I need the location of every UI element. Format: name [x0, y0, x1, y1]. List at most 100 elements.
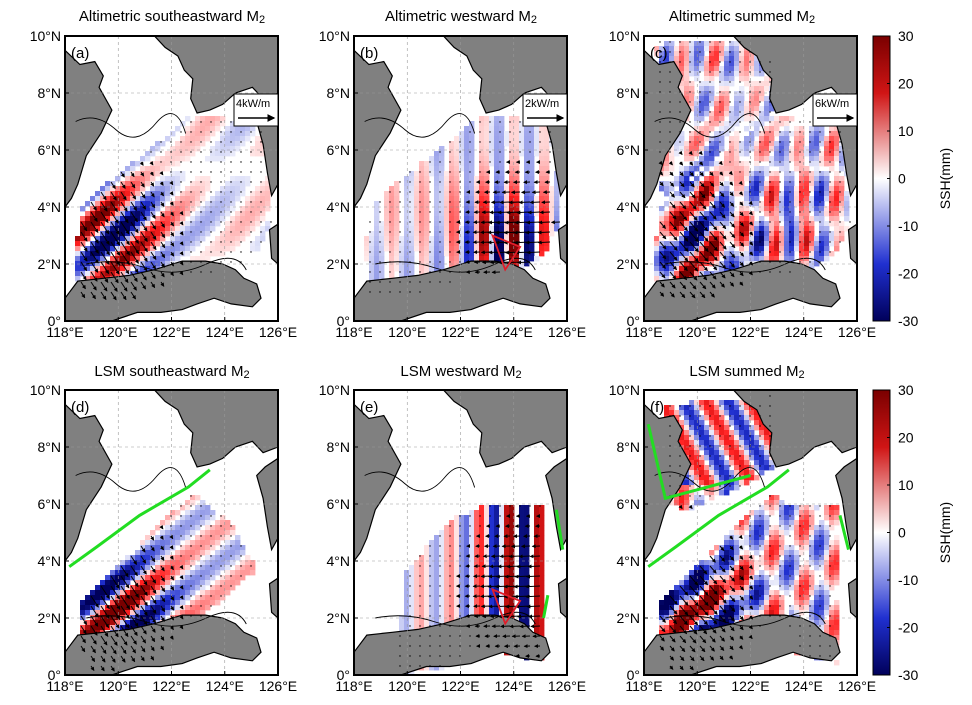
- lon-tick-label: 124°E: [785, 678, 823, 694]
- flux-dot: [799, 595, 800, 596]
- flux-dot: [200, 585, 201, 586]
- flux-dot: [799, 635, 800, 636]
- flux-dot: [439, 565, 440, 566]
- flux-dot: [809, 645, 810, 646]
- flux-dot: [220, 535, 221, 536]
- flux-dot: [679, 141, 680, 142]
- flux-dot: [369, 251, 370, 252]
- flux-dot: [230, 555, 231, 556]
- lat-tick-label: 2°N: [327, 256, 351, 272]
- flux-dot: [779, 555, 780, 556]
- flux-dot: [409, 281, 410, 282]
- flux-dot: [739, 41, 740, 42]
- flux-dot: [779, 191, 780, 192]
- flux-dot: [200, 565, 201, 566]
- flux-dot: [429, 665, 430, 666]
- panel-title-b: Altimetric westward M2: [346, 8, 576, 26]
- flux-dot: [709, 41, 710, 42]
- flux-dot: [829, 615, 830, 616]
- flux-dot: [729, 425, 730, 426]
- flux-dot: [429, 251, 430, 252]
- flux-dot: [669, 415, 670, 416]
- flux-dot: [769, 515, 770, 516]
- flux-dot: [210, 555, 211, 556]
- flux-dot: [419, 615, 420, 616]
- flux-dot: [170, 151, 171, 152]
- flux-dot: [789, 211, 790, 212]
- flux-dot: [759, 171, 760, 172]
- flux-dot: [389, 291, 390, 292]
- flux-dot: [739, 405, 740, 406]
- flux-dot: [739, 101, 740, 102]
- flux-dot: [210, 211, 211, 212]
- flux-dot: [749, 81, 750, 82]
- flux-dot: [409, 291, 410, 292]
- lon-tick-label: 122°E: [441, 324, 479, 340]
- flux-dot: [749, 191, 750, 192]
- flux-dot: [829, 515, 830, 516]
- lat-tick-label: 4°N: [327, 553, 351, 569]
- lat-tick-label: 10°N: [609, 382, 640, 398]
- flux-dot: [180, 555, 181, 556]
- flux-dot: [200, 575, 201, 576]
- flux-dot: [829, 545, 830, 546]
- flux-dot: [419, 625, 420, 626]
- flux-dot: [769, 395, 770, 396]
- flux-dot: [160, 151, 161, 152]
- flux-dot: [799, 151, 800, 152]
- flux-dot: [829, 211, 830, 212]
- flux-dot: [200, 505, 201, 506]
- lon-tick-label: 126°E: [548, 678, 586, 694]
- flux-dot: [799, 241, 800, 242]
- flux-dot: [669, 405, 670, 406]
- flux-dot: [739, 121, 740, 122]
- flux-dot: [449, 181, 450, 182]
- flux-dot: [719, 455, 720, 456]
- lon-tick-label: 118°E: [46, 678, 83, 694]
- lat-tick-label: 8°N: [38, 85, 62, 101]
- flux-dot: [819, 635, 820, 636]
- lat-tick-label: 8°N: [38, 439, 62, 455]
- flux-dot: [210, 221, 211, 222]
- flux-dot: [459, 535, 460, 536]
- flux-dot: [180, 191, 181, 192]
- flux-dot: [200, 161, 201, 162]
- flux-dot: [529, 131, 530, 132]
- flux-dot: [699, 121, 700, 122]
- flux-dot: [230, 525, 231, 526]
- flux-dot: [709, 131, 710, 132]
- flux-dot: [669, 475, 670, 476]
- flux-dot: [399, 261, 400, 262]
- flux-dot: [789, 171, 790, 172]
- lat-tick-label: 6°N: [38, 142, 62, 158]
- flux-dot: [719, 131, 720, 132]
- flux-dot: [499, 161, 500, 162]
- flux-dot: [789, 121, 790, 122]
- flux-dot: [669, 111, 670, 112]
- flux-dot: [749, 171, 750, 172]
- flux-dot: [789, 261, 790, 262]
- flux-dot: [389, 201, 390, 202]
- flux-dot: [749, 181, 750, 182]
- flux-dot: [709, 445, 710, 446]
- flux-dot: [829, 535, 830, 536]
- flux-dot: [779, 505, 780, 506]
- colorbar-tick-label: 0: [898, 525, 906, 541]
- flux-dot: [429, 555, 430, 556]
- flux-dot: [260, 131, 261, 132]
- flux-dot: [190, 261, 191, 262]
- flux-dot: [150, 151, 151, 152]
- flux-dot: [419, 291, 420, 292]
- lat-tick-label: 4°N: [617, 553, 641, 569]
- flux-dot: [220, 191, 221, 192]
- flux-dot: [250, 565, 251, 566]
- flux-dot: [769, 505, 770, 506]
- flux-dot: [459, 271, 460, 272]
- flux-dot: [389, 271, 390, 272]
- flux-dot: [659, 81, 660, 82]
- flux-dot: [409, 231, 410, 232]
- flux-dot: [539, 141, 540, 142]
- flux-dot: [689, 131, 690, 132]
- flux-dot: [379, 271, 380, 272]
- flux-dot: [240, 131, 241, 132]
